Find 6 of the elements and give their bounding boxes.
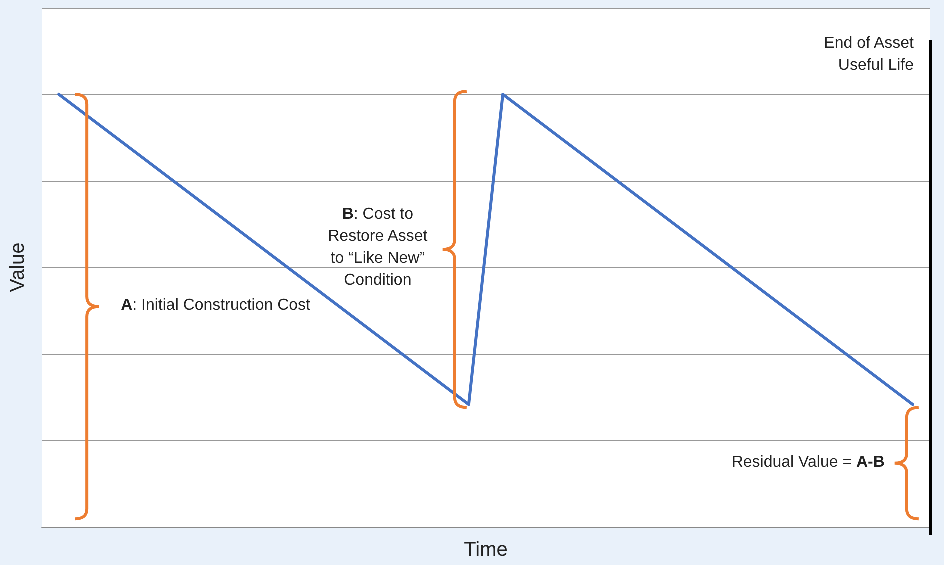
annotation: Residual Value = A-B bbox=[730, 453, 885, 474]
y-axis-title: Value bbox=[7, 242, 29, 292]
annotation: A: Initial Construction Cost bbox=[121, 296, 312, 316]
annotation: B: Cost to Restore Asset to “Like New” Condition bbox=[327, 204, 429, 291]
x-axis-title: Time bbox=[464, 539, 508, 561]
text: End of Asset Useful Life bbox=[824, 35, 914, 74]
